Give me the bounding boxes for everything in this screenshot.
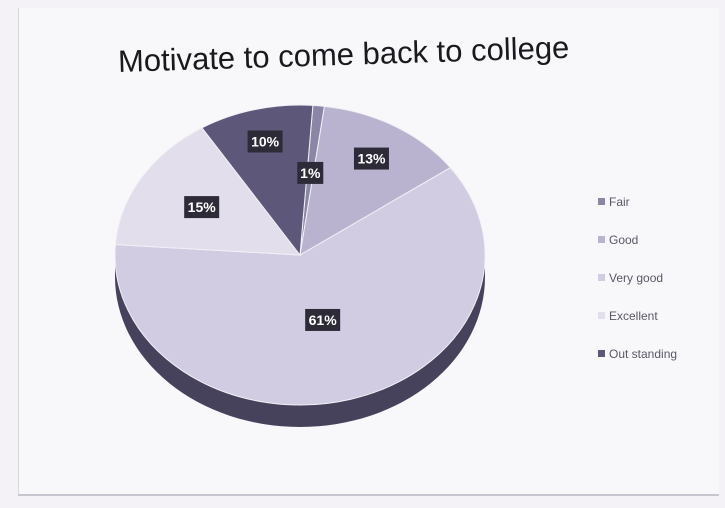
data-label-box-out-standing (247, 130, 283, 153)
data-label-out-standing: 10% (247, 130, 283, 153)
pie-slice-very-good (114, 167, 486, 406)
pie-slice-excellent (114, 127, 302, 256)
legend-swatch-excellent (598, 312, 605, 319)
pie-data-labels: 1% 13% 61% 15% 10% (184, 130, 389, 331)
legend-label-fair: Fair (609, 194, 630, 209)
data-label-box-very-good (305, 308, 341, 331)
legend-label-out-standing: Out standing (609, 346, 678, 361)
data-label-text-very-good: 61% (309, 312, 338, 328)
pie-slices (114, 104, 486, 406)
legend-item-excellent: Excellent (598, 306, 718, 325)
chart-legend: Fair Good Very good Excellent Out standi… (598, 192, 718, 382)
data-label-text-out-standing: 10% (251, 133, 280, 149)
legend-label-excellent: Excellent (609, 308, 658, 323)
data-label-good: 13% (353, 147, 389, 170)
data-label-box-good (353, 147, 389, 170)
data-label-text-excellent: 15% (188, 199, 217, 215)
legend-label-very-good: Very good (609, 270, 664, 285)
data-label-box-excellent (184, 196, 220, 219)
legend-swatch-out-standing (598, 350, 605, 357)
legend-item-fair: Fair (598, 192, 718, 211)
data-label-excellent: 15% (184, 196, 220, 219)
data-label-fair: 1% (297, 161, 324, 184)
data-label-box-fair (297, 161, 324, 184)
legend-item-out-standing: Out standing (598, 344, 718, 363)
pie-slice-good (299, 105, 452, 256)
legend-item-very-good: Very good (598, 268, 718, 287)
legend-swatch-very-good (598, 274, 605, 281)
legend-swatch-good (598, 236, 605, 243)
data-label-text-fair: 1% (300, 165, 321, 181)
legend-label-good: Good (609, 232, 639, 247)
legend-item-good: Good (598, 230, 718, 249)
data-label-very-good: 61% (305, 308, 341, 331)
data-label-text-good: 13% (357, 151, 386, 167)
pie-slice-out-standing (201, 104, 314, 257)
legend-swatch-fair (598, 198, 605, 205)
